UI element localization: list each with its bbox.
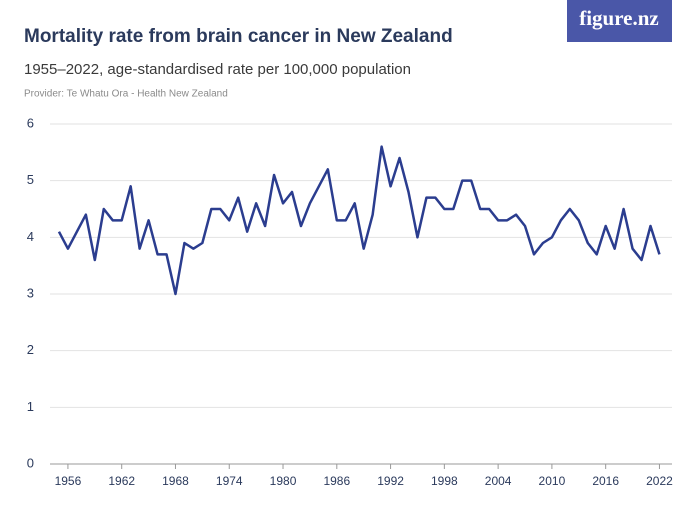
chart-subtitle: 1955–2022, age-standardised rate per 100…: [24, 61, 411, 78]
x-tick-label: 1992: [377, 474, 404, 488]
y-tick-label: 1: [27, 399, 34, 414]
y-tick-label: 3: [27, 285, 34, 300]
x-tick-label: 1962: [108, 474, 135, 488]
x-tick-label: 2016: [592, 474, 619, 488]
y-tick-label: 0: [27, 455, 34, 470]
x-tick-label: 2022: [646, 474, 673, 488]
y-tick-label: 2: [27, 342, 34, 357]
x-tick-label: 1998: [431, 474, 458, 488]
x-tick-label: 2010: [539, 474, 566, 488]
y-tick-label: 4: [27, 229, 34, 244]
y-tick-label: 6: [27, 115, 34, 130]
x-tick-label: 1980: [270, 474, 297, 488]
chart-title: Mortality rate from brain cancer in New …: [24, 26, 453, 47]
logo-box: [567, 0, 672, 42]
logo: figure.nz: [579, 6, 659, 30]
x-tick-label: 1956: [55, 474, 82, 488]
x-tick-label: 1986: [323, 474, 350, 488]
x-tick-label: 1968: [162, 474, 189, 488]
y-tick-label: 5: [27, 172, 34, 187]
x-tick-label: 1974: [216, 474, 243, 488]
x-tick-label: 2004: [485, 474, 512, 488]
provider: Provider: Te Whatu Ora - Health New Zeal…: [24, 89, 228, 100]
data-line: [57, 145, 661, 296]
